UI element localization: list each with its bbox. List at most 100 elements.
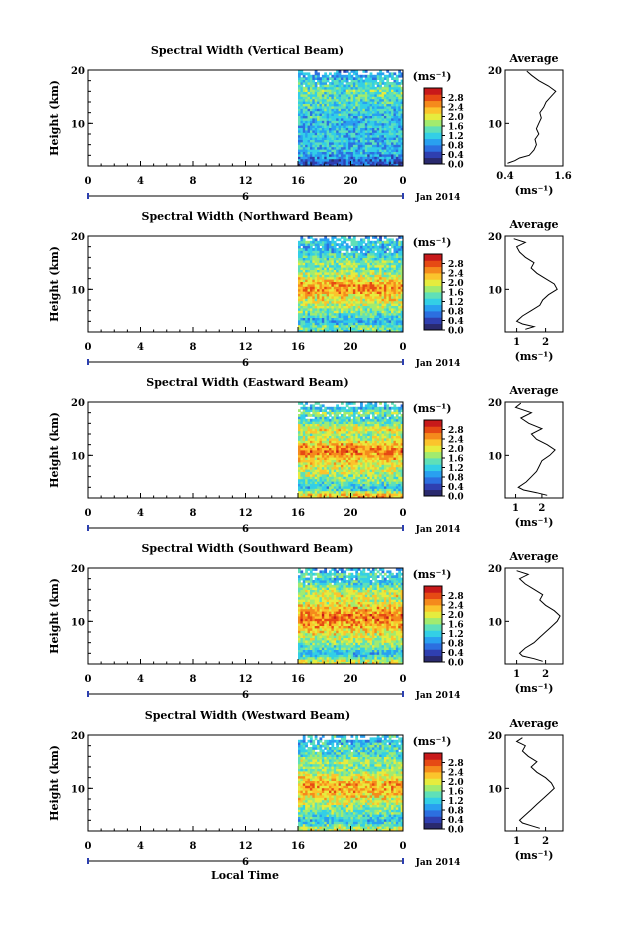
heatmap-cell (338, 158, 342, 162)
heatmap-cell (357, 142, 361, 145)
heatmap-cell (395, 156, 399, 160)
heatmap-cell (319, 77, 323, 80)
heatmap-cell (314, 146, 318, 150)
heatmap-cell (324, 125, 328, 128)
heatmap-cell (319, 288, 323, 292)
heatmap-cell (321, 274, 325, 278)
heatmap-cell (350, 161, 354, 164)
heatmap-cell (333, 493, 337, 496)
heatmap-cell (338, 257, 342, 261)
heatmap-cell (338, 125, 342, 128)
heatmap-cell (343, 139, 347, 143)
heatmap-cell (336, 238, 339, 242)
heatmap-cell (360, 493, 363, 496)
heatmap-cell (340, 322, 344, 326)
heatmap-cell (364, 137, 368, 140)
heatmap-cell (338, 144, 342, 148)
heatmap-cell (331, 151, 335, 155)
heatmap-cell (312, 94, 316, 97)
heatmap-cell (329, 305, 332, 309)
heatmap-cell (309, 315, 313, 318)
heatmap-cell (340, 464, 344, 468)
heatmap-cell (381, 130, 385, 133)
heatmap-cell (321, 281, 325, 285)
heatmap-cell (305, 72, 308, 76)
heatmap-cell (345, 110, 349, 114)
heatmap-cell (333, 122, 337, 126)
heatmap-cell (300, 267, 304, 270)
heatmap-cell (343, 142, 347, 145)
heatmap-cell (362, 98, 366, 102)
heatmap-cell (381, 127, 385, 131)
heatmap-cell (355, 118, 359, 121)
heatmap-cell (364, 122, 368, 126)
colorbar-tick-label: 2.0 (448, 113, 464, 123)
heatmap-cell (340, 154, 344, 157)
heatmap-cell (391, 324, 394, 328)
heatmap-cell (362, 428, 366, 432)
heatmap-cell (360, 315, 363, 318)
heatmap-cell (391, 428, 394, 432)
heatmap-cell (352, 94, 356, 97)
heatmap-cell (352, 423, 356, 427)
heatmap-cell (400, 438, 404, 441)
heatmap-cell (398, 149, 402, 152)
heatmap-cell (364, 257, 368, 261)
heatmap-cell (398, 151, 402, 155)
heatmap-cell (321, 79, 325, 83)
heatmap-cell (305, 262, 308, 266)
heatmap-cell (381, 243, 385, 246)
heatmap-cell (314, 156, 318, 160)
heatmap-cell (305, 77, 308, 80)
heatmap-cell (357, 286, 361, 290)
heatmap-cell (312, 163, 316, 167)
heatmap-cell (350, 450, 354, 453)
heatmap-cell (305, 245, 308, 249)
heatmap-cell (298, 481, 301, 484)
heatmap-cell (369, 84, 373, 88)
heatmap-cell (371, 312, 375, 316)
heatmap-cell (300, 440, 304, 444)
heatmap-cell (329, 442, 332, 446)
heatmap-cell (300, 146, 304, 150)
heatmap-cell (355, 146, 359, 150)
heatmap-cell (355, 122, 359, 126)
heatmap-cell (391, 151, 394, 155)
heatmap-cell (314, 320, 318, 323)
heatmap-cell (309, 74, 313, 78)
heatmap-cell (352, 257, 356, 261)
heatmap-cell (298, 248, 301, 251)
heatmap-cell (312, 125, 316, 128)
heatmap-cell (364, 426, 368, 429)
heatmap-cell (357, 248, 361, 251)
heatmap-cell (340, 240, 344, 244)
heatmap-cell (376, 464, 380, 468)
heatmap-cell (386, 269, 390, 273)
heatmap-cell (350, 158, 354, 162)
heatmap-cell (309, 252, 313, 256)
heatmap-cell (400, 478, 404, 482)
heatmap-cell (319, 483, 323, 487)
heatmap-cell (355, 248, 359, 251)
heatmap-cell (350, 139, 354, 143)
heatmap-cell (348, 488, 351, 492)
heatmap-cell (309, 466, 313, 470)
heatmap-cell (367, 142, 370, 145)
heatmap-cell (312, 137, 316, 140)
heatmap-cell (302, 130, 306, 133)
heatmap-cell (352, 142, 356, 145)
heatmap-cell (324, 478, 328, 482)
x-tick-label: 0 (85, 342, 92, 353)
heatmap-cell (357, 495, 361, 499)
heatmap-cell (329, 469, 332, 472)
heatmap-cell (360, 483, 363, 487)
heatmap-cell (298, 454, 301, 458)
heatmap-cell (302, 281, 306, 285)
heatmap-cell (326, 94, 330, 97)
heatmap-cell (374, 257, 378, 261)
heatmap-cell (376, 110, 380, 114)
heatmap-cell (352, 310, 356, 314)
heatmap-cell (336, 91, 339, 95)
heatmap-cell (305, 269, 308, 273)
heatmap-cell (326, 481, 330, 484)
